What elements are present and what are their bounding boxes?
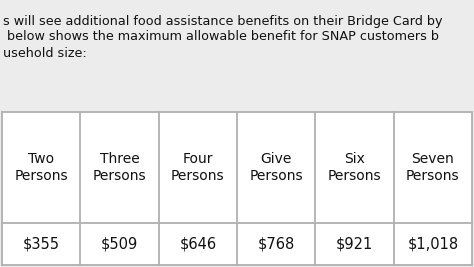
Text: $1,018: $1,018 bbox=[407, 237, 458, 252]
Text: $921: $921 bbox=[336, 237, 373, 252]
Text: Four
Persons: Four Persons bbox=[171, 152, 225, 183]
Text: $509: $509 bbox=[101, 237, 138, 252]
Text: Seven
Persons: Seven Persons bbox=[406, 152, 460, 183]
Text: Six
Persons: Six Persons bbox=[328, 152, 381, 183]
Text: Three
Persons: Three Persons bbox=[93, 152, 146, 183]
Text: $646: $646 bbox=[179, 237, 217, 252]
Text: Give
Persons: Give Persons bbox=[249, 152, 303, 183]
Text: s will see additional food assistance benefits on their Bridge Card by: s will see additional food assistance be… bbox=[3, 15, 443, 28]
Text: below shows the maximum allowable benefit for SNAP customers b: below shows the maximum allowable benefi… bbox=[3, 30, 439, 43]
Text: Two
Persons: Two Persons bbox=[14, 152, 68, 183]
Bar bbox=[2, 112, 472, 265]
Text: usehold size:: usehold size: bbox=[3, 47, 87, 60]
Text: $355: $355 bbox=[23, 237, 60, 252]
Text: $768: $768 bbox=[257, 237, 295, 252]
